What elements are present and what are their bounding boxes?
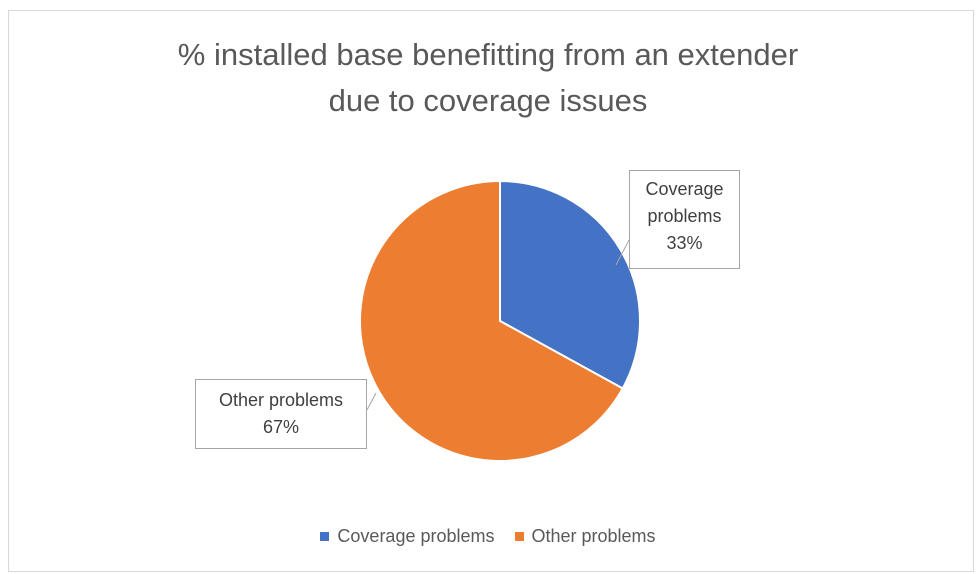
- pie-slice-other: [359, 179, 625, 462]
- legend-item-other: Other problems: [514, 526, 656, 547]
- other-leader-line: [366, 392, 377, 411]
- legend-swatch-other: [514, 532, 524, 541]
- coverage-data-label: Coverage problems 33%: [629, 170, 740, 269]
- pie-slice-coverage: [499, 179, 641, 390]
- chart-title-line1: % installed base benefitting from an ext…: [177, 37, 799, 72]
- other-label-line1: Other problems: [218, 390, 344, 410]
- coverage-label-line2: problems: [647, 206, 722, 226]
- coverage-leader-line: [615, 239, 630, 266]
- other-label-value: 67%: [262, 417, 300, 437]
- other-data-label: Other problems 67%: [195, 379, 367, 449]
- legend-label-coverage: Coverage problems: [337, 526, 495, 546]
- coverage-label-line1: Coverage: [645, 179, 724, 199]
- legend-swatch-coverage: [320, 532, 330, 541]
- legend-label-other: Other problems: [531, 526, 656, 546]
- coverage-label-value: 33%: [666, 233, 703, 253]
- chart-title-line2: due to coverage issues: [328, 83, 648, 118]
- legend-item-coverage: Coverage problems: [320, 526, 495, 547]
- chart-legend: Coverage problems Other problems: [0, 526, 976, 547]
